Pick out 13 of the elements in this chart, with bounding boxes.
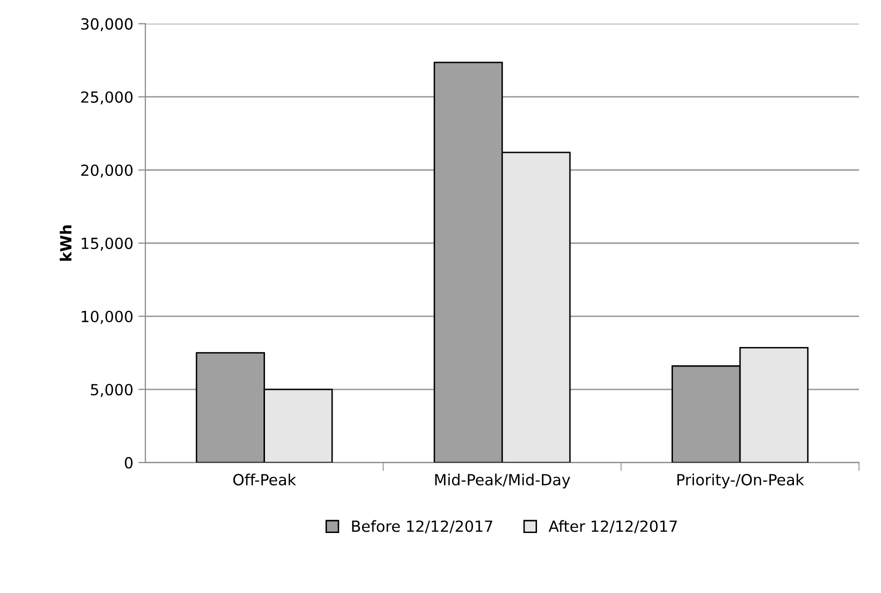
x-tick-label: Off-Peak [233, 474, 296, 486]
y-tick-label: 30,000 [81, 18, 133, 32]
y-tick-label: 20,000 [81, 164, 133, 178]
x-tick-label: Mid-Peak/Mid-Day [435, 474, 570, 488]
y-tick-label: 5,000 [91, 384, 133, 397]
x-tick-label: Priority-/On-Peak [677, 474, 804, 488]
y-tick-label: 25,000 [81, 91, 133, 104]
y-axis-title: kWh [60, 225, 72, 261]
y-tick-label: 0 [124, 457, 133, 469]
legend-label: After 12/12/2017 [548, 520, 677, 534]
y-tick-label: 10,000 [82, 310, 133, 324]
legend-label: Before 12/12/2017 [352, 520, 492, 534]
y-tick-label: 15,000 [82, 238, 133, 251]
